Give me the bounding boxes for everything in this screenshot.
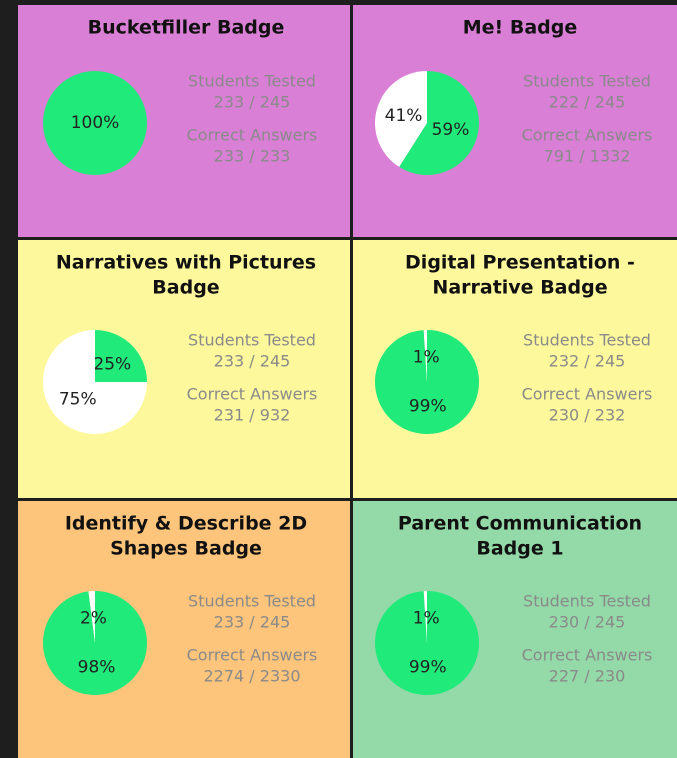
stat-value: 231 / 932 [214, 406, 291, 425]
stat-value: 230 / 245 [549, 613, 626, 632]
pie-slice [374, 330, 479, 434]
stat-label: Students Tested [188, 592, 316, 611]
badge-title: Me! Badge [463, 17, 577, 39]
stat-value: 233 / 245 [214, 93, 291, 112]
badge-title: Digital Presentation - [405, 252, 635, 274]
stat-value: 222 / 245 [549, 93, 626, 112]
pie-label: 99% [409, 396, 447, 416]
pie-label: 25% [93, 355, 131, 375]
stat-value: 233 / 233 [214, 147, 291, 166]
stat-label: Correct Answers [522, 126, 653, 145]
pie-slice [423, 591, 427, 643]
pie-slice [399, 71, 480, 176]
pie-slice [374, 591, 479, 696]
badge-title: Narrative Badge [432, 277, 607, 299]
pie-label: 1% [413, 348, 440, 368]
stat-value: 230 / 232 [549, 406, 626, 425]
stat-value: 233 / 245 [214, 352, 291, 371]
stat-label: Students Tested [523, 72, 651, 91]
pie-slice [43, 330, 147, 434]
pie-label: 41% [385, 106, 423, 126]
stat-label: Students Tested [523, 331, 651, 350]
pie-slice [43, 71, 147, 175]
stat-label: Correct Answers [522, 646, 653, 665]
stat-label: Students Tested [523, 592, 651, 611]
badge-title: Identify & Describe 2D [65, 513, 307, 535]
stat-label: Students Tested [188, 72, 316, 91]
stat-label: Students Tested [188, 331, 316, 350]
stat-value: 232 / 245 [549, 352, 626, 371]
badge-title: Parent Communication [398, 513, 642, 535]
pie-slice [95, 330, 147, 382]
pie-label: 100% [71, 113, 120, 133]
stat-label: Correct Answers [522, 385, 653, 404]
badge-title: Narratives with Pictures [56, 252, 316, 274]
pie-slice [374, 71, 427, 167]
badge-title: Badge 1 [476, 538, 563, 560]
badge-title: Shapes Badge [110, 538, 262, 560]
stat-label: Correct Answers [187, 646, 318, 665]
pie-label: 1% [413, 609, 440, 629]
stat-value: 791 / 1332 [544, 147, 631, 166]
stat-label: Correct Answers [187, 126, 318, 145]
stat-value: 2274 / 2330 [204, 667, 301, 686]
stat-label: Correct Answers [187, 385, 318, 404]
pie-label: 2% [80, 609, 107, 629]
pie-label: 59% [432, 120, 470, 140]
pie-slice [88, 591, 95, 643]
badge-title: Bucketfiller Badge [88, 17, 285, 39]
badge-title: Badge [152, 277, 219, 299]
pie-label: 99% [409, 657, 447, 677]
pie-label: 98% [78, 657, 116, 677]
pie-slice [42, 591, 147, 695]
pie-slice [423, 330, 427, 382]
stat-value: 227 / 230 [549, 667, 626, 686]
stat-value: 233 / 245 [214, 613, 291, 632]
pie-label: 75% [59, 389, 97, 409]
